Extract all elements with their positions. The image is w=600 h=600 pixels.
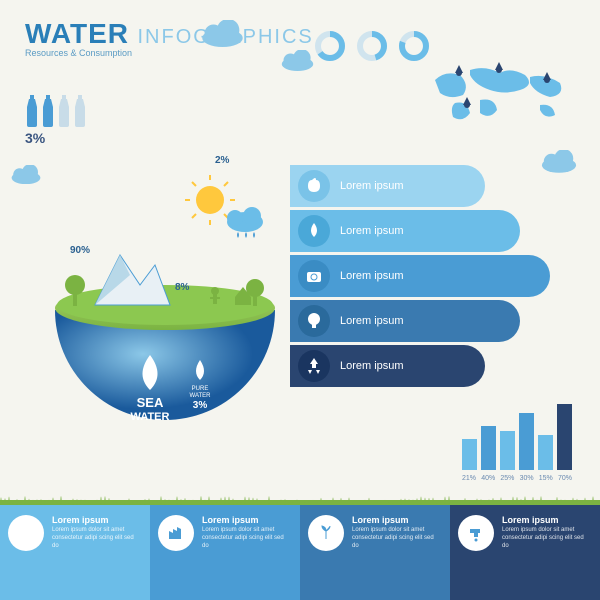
donut-chart: [314, 30, 346, 62]
ribbon-item: Lorem ipsum: [290, 345, 485, 387]
bottle-icon: [73, 95, 87, 127]
footer-item: Lorem ipsum Lorem ipsum dolor sit amet co…: [0, 505, 150, 600]
cloud-icon: [280, 50, 315, 71]
factory-icon: [158, 515, 194, 551]
stat-mountain: 90%: [70, 245, 90, 256]
bar: [538, 435, 553, 470]
footer-desc: Lorem ipsum dolor sit amet consectetur a…: [202, 527, 292, 550]
cloud-icon: [200, 20, 245, 47]
ribbon-label: Lorem ipsum: [340, 180, 404, 192]
ribbon-item: Lorem ipsum: [290, 210, 520, 252]
bar-chart: [462, 400, 572, 470]
bottle-icon: [25, 95, 39, 127]
title-main: WATER: [25, 18, 129, 49]
bulb-icon: [298, 305, 330, 337]
bar: [462, 439, 477, 470]
footer-desc: Lorem ipsum dolor sit amet consectetur a…: [52, 527, 142, 550]
footer-row: Lorem ipsum Lorem ipsum dolor sit amet co…: [0, 505, 600, 600]
drop-icon: [298, 215, 330, 247]
svg-text:WATER: WATER: [131, 411, 170, 420]
ribbon-label: Lorem ipsum: [340, 315, 404, 327]
footer-item: Lorem ipsum Lorem ipsum dolor sit amet co…: [150, 505, 300, 600]
header: WATER INFOGRAPHICS Resources & Consumpti…: [25, 18, 314, 58]
globe-illustration: SEA WATER 97% PURE WATER 3%: [35, 140, 295, 420]
tap-icon: [458, 515, 494, 551]
recycle-icon: [8, 515, 44, 551]
bar: [557, 404, 572, 470]
ribbon-item: Lorem ipsum: [290, 255, 550, 297]
footer-item: Lorem ipsum Lorem ipsum dolor sit amet co…: [300, 505, 450, 600]
grass-divider: [0, 478, 600, 508]
bottle-icon: [41, 95, 55, 127]
bar: [500, 431, 515, 470]
footer-item: Lorem ipsum Lorem ipsum dolor sit amet co…: [450, 505, 600, 600]
ribbon-label: Lorem ipsum: [340, 270, 404, 282]
footer-desc: Lorem ipsum dolor sit amet consectetur a…: [352, 527, 442, 550]
ribbon-item: Lorem ipsum: [290, 165, 485, 207]
ribbon-item: Lorem ipsum: [290, 300, 520, 342]
stat-rain: 2%: [215, 155, 229, 166]
footer-title: Lorem ipsum: [352, 515, 442, 525]
donut-charts: [314, 30, 430, 62]
bottles-row: [25, 95, 87, 127]
bar: [519, 413, 534, 470]
footer-title: Lorem ipsum: [502, 515, 592, 525]
stat-ground: 8%: [175, 282, 189, 293]
ribbons-list: Lorem ipsum Lorem ipsum Lorem ipsum Lorem i…: [290, 165, 550, 390]
bar: [481, 426, 496, 470]
plant-icon: [308, 515, 344, 551]
wash-icon: [298, 260, 330, 292]
apple-icon: [298, 170, 330, 202]
ribbon-label: Lorem ipsum: [340, 360, 404, 372]
footer-desc: Lorem ipsum dolor sit amet consectetur a…: [502, 527, 592, 550]
recycle-icon: [298, 350, 330, 382]
world-map: [425, 55, 575, 130]
footer-title: Lorem ipsum: [202, 515, 292, 525]
footer-title: Lorem ipsum: [52, 515, 142, 525]
svg-text:3%: 3%: [193, 400, 208, 411]
ribbon-label: Lorem ipsum: [340, 225, 404, 237]
donut-chart: [356, 30, 388, 62]
svg-text:PURE: PURE: [192, 386, 209, 392]
sea-label: SEA: [137, 395, 164, 410]
svg-text:WATER: WATER: [190, 393, 212, 399]
bottle-icon: [57, 95, 71, 127]
